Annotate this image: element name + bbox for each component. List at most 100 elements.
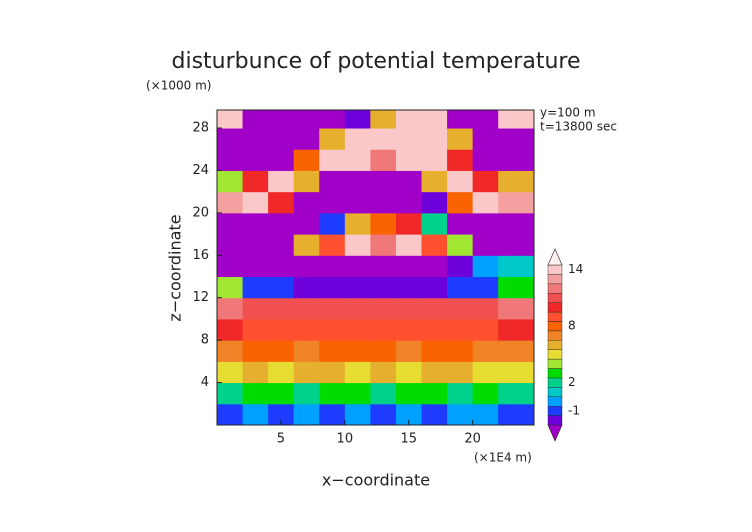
- cell: [319, 318, 346, 341]
- cell: [268, 297, 295, 320]
- cell: [242, 128, 269, 150]
- cell: [498, 297, 535, 320]
- cell: [472, 276, 499, 299]
- cell: [472, 403, 499, 426]
- cell: [293, 191, 320, 214]
- cell: [498, 361, 535, 384]
- cell: [498, 149, 535, 171]
- cell: [472, 212, 499, 235]
- cell: [293, 361, 320, 384]
- cell: [370, 297, 397, 320]
- plot-frame: [216, 109, 535, 426]
- cell: [447, 149, 474, 171]
- colorbar-box: [547, 274, 563, 285]
- cell: [319, 110, 346, 129]
- x-tick-label: 15: [400, 432, 417, 447]
- cell: [217, 318, 244, 341]
- cell: [344, 361, 371, 384]
- cell: [293, 340, 320, 362]
- cell: [268, 361, 295, 384]
- cell: [319, 191, 346, 214]
- cell: [447, 128, 474, 150]
- y-tick-label: 4: [201, 375, 209, 390]
- cell: [498, 318, 535, 341]
- cell: [447, 403, 474, 426]
- cell: [268, 382, 295, 405]
- cell: [293, 212, 320, 235]
- cell: [242, 234, 269, 256]
- cell: [344, 318, 371, 341]
- cell: [242, 170, 269, 193]
- cell: [217, 110, 244, 129]
- cell: [421, 191, 448, 214]
- cell: [447, 297, 474, 320]
- cell: [319, 149, 346, 171]
- cell: [421, 276, 448, 299]
- cell: [370, 361, 397, 384]
- colorbar-box: [547, 415, 563, 426]
- cell: [447, 212, 474, 235]
- cell: [217, 382, 244, 405]
- cell: [344, 340, 371, 362]
- cell: [395, 403, 423, 426]
- cell: [447, 276, 474, 299]
- cell: [319, 340, 346, 362]
- cell: [395, 340, 423, 362]
- y-tick-label: 24: [192, 163, 209, 178]
- cell: [421, 128, 448, 150]
- y-tick-label: 12: [192, 290, 209, 305]
- x-tick-label: 5: [277, 432, 285, 447]
- cell: [370, 110, 397, 129]
- cell: [370, 318, 397, 341]
- cell: [217, 403, 244, 426]
- cell: [447, 382, 474, 405]
- cell: [217, 361, 244, 384]
- colorbar-box: [547, 340, 563, 350]
- cell: [319, 234, 346, 256]
- cell: [472, 149, 499, 171]
- y-unit: (×1000 m): [146, 79, 211, 93]
- colorbar-box: [547, 368, 563, 379]
- cell: [319, 361, 346, 384]
- cell: [472, 191, 499, 214]
- cell: [395, 382, 423, 405]
- cell: [395, 361, 423, 384]
- cell: [498, 170, 535, 193]
- cell: [472, 382, 499, 405]
- colorbar-box: [547, 330, 563, 341]
- cell: [344, 382, 371, 405]
- cell: [319, 403, 346, 426]
- cell: [319, 212, 346, 235]
- cell: [242, 297, 269, 320]
- x-unit: (×1E4 m): [474, 451, 532, 465]
- cell: [217, 212, 244, 235]
- cell: [268, 276, 295, 299]
- cell: [421, 110, 448, 129]
- cell: [319, 128, 346, 150]
- colorbar-box: [547, 293, 563, 303]
- cell: [395, 255, 423, 278]
- cell: [472, 170, 499, 193]
- cell: [395, 297, 423, 320]
- cell: [370, 170, 397, 193]
- colorbar-box: [547, 358, 563, 369]
- cell: [268, 318, 295, 341]
- cell: [498, 234, 535, 256]
- cell: [472, 318, 499, 341]
- chart-title: disturbunce of potential temperature: [172, 49, 581, 74]
- cell: [447, 191, 474, 214]
- cell: [344, 128, 371, 150]
- cell: [421, 255, 448, 278]
- y-tick-label: 16: [192, 248, 209, 263]
- cell: [395, 128, 423, 150]
- cell: [447, 255, 474, 278]
- cell: [395, 170, 423, 193]
- cell: [319, 382, 346, 405]
- cell: [268, 191, 295, 214]
- cell: [447, 361, 474, 384]
- cell: [242, 149, 269, 171]
- colorbar-tick-label: 2: [568, 375, 576, 389]
- cell: [344, 297, 371, 320]
- cell: [242, 361, 269, 384]
